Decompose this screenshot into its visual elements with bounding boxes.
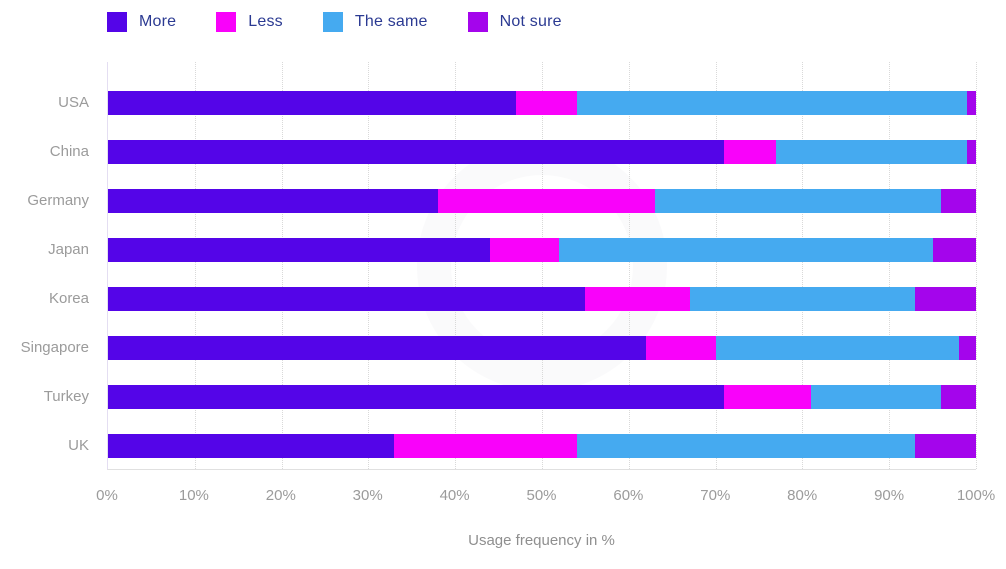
legend-label: Less [248,13,283,30]
x-tick-label: 90% [874,487,905,504]
x-axis-ticks: 0% 10% 20% 30% 40% 50% 60% 70% 80% 90% 100% [96,487,995,507]
stacked-bar [108,188,976,213]
gridline [368,62,370,469]
stacked-bar [108,384,976,409]
bar-segment-not-sure [915,286,976,311]
stacked-bar [108,335,976,360]
category-label: Germany [27,192,89,209]
bar-row-uk: UK [68,421,976,470]
x-tick-label: 40% [439,487,470,504]
stacked-bar [108,90,976,115]
gridline [976,62,977,469]
x-tick-label: 60% [613,487,644,504]
bar-segment-not-sure [941,188,976,213]
bar-row-germany: Germany [27,176,976,225]
legend-label: Not sure [499,13,562,30]
bar-row-singapore: Singapore [21,323,976,372]
gridline [455,62,457,469]
legend-swatch-icon [107,12,127,32]
x-tick-label: 30% [352,487,383,504]
bar-row-usa: USA [58,78,976,127]
x-tick-label: 10% [178,487,209,504]
bar-segment-less [724,139,777,164]
bar-segment-the-same [689,286,916,311]
legend-label: The same [354,13,428,30]
bar-segment-not-sure [915,433,976,458]
bar-segment-more [108,237,490,262]
bar-row-turkey: Turkey [44,372,976,421]
bar-segment-less [489,237,560,262]
stacked-bar [108,139,976,164]
x-tick-label: 20% [265,487,296,504]
legend-item: The same [322,12,428,32]
legend-label: More [139,13,177,30]
chart-legend: More Less The same Not sure [107,10,602,34]
bar-row-japan: Japan [48,225,976,274]
legend-swatch-icon [467,12,488,32]
bar-segment-the-same [715,335,959,360]
bar-segment-not-sure [967,90,976,115]
bar-segment-more [108,286,586,311]
bar-rows: USA China Germany Japan Korea Singapore Turkey… [21,78,976,470]
x-tick-label: 50% [526,487,557,504]
bar-segment-less [585,286,690,311]
bar-row-china: China [50,127,976,176]
stacked-bar [108,286,976,311]
bar-segment-the-same [811,384,942,409]
legend-item: More [107,12,176,32]
plot-area: USA China Germany Japan Korea Singapore Turkey… [21,62,977,470]
bar-segment-more [108,384,725,409]
x-axis-title: Usage frequency in % [468,532,615,549]
bar-segment-the-same [654,188,942,213]
legend-item: Less [216,12,283,32]
bar-segment-more [108,433,395,458]
x-tick-label: 70% [700,487,731,504]
legend-swatch-icon [216,12,237,32]
category-label: Singapore [20,339,89,356]
gridline [628,62,630,469]
bar-segment-more [108,335,647,360]
gridline [715,62,717,469]
bar-segment-the-same [776,139,968,164]
gridline [281,62,283,469]
legend-item: Not sure [467,12,562,32]
bar-row-korea: Korea [49,274,976,323]
bar-segment-the-same [576,433,916,458]
bar-segment-less [394,433,577,458]
category-label: Turkey [43,388,89,405]
category-label: Korea [48,290,89,307]
category-label: Japan [48,241,89,258]
bar-segment-more [108,139,725,164]
category-label: UK [68,437,89,454]
gridline [802,62,804,469]
bar-segment-the-same [559,237,933,262]
bar-segment-less [724,384,812,409]
category-label: USA [58,94,89,111]
bar-segment-not-sure [932,237,976,262]
gridline [542,62,543,469]
bar-segment-less [437,188,655,213]
bar-segment-more [108,188,438,213]
bar-segment-not-sure [941,384,976,409]
x-tick-label: 80% [787,487,818,504]
x-tick-label: 0% [96,487,118,504]
bar-segment-more [108,90,516,115]
bar-segment-less [646,335,716,360]
gridline [194,62,196,469]
stacked-bar [108,237,976,262]
x-tick-label: 100% [956,487,996,504]
legend-swatch-icon [322,12,343,32]
bar-segment-the-same [576,90,968,115]
bar-segment-not-sure [967,139,976,164]
bar-segment-not-sure [958,335,976,360]
stacked-bar [108,433,976,458]
category-label: China [49,143,89,160]
bar-segment-less [515,90,577,115]
gridline [889,62,891,469]
